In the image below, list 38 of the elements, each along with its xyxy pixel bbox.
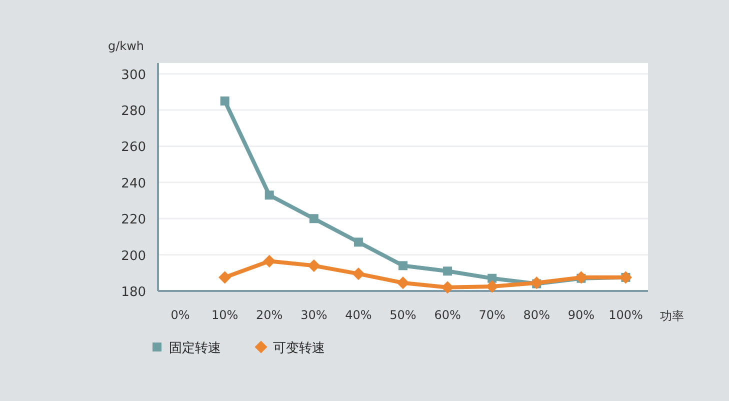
x-tick-label: 60% xyxy=(434,308,461,322)
x-tick-label: 30% xyxy=(300,308,328,322)
x-tick-label: 10% xyxy=(211,308,238,322)
point xyxy=(396,276,410,290)
x-tick-label: 20% xyxy=(256,308,283,322)
point xyxy=(486,280,498,293)
point xyxy=(530,276,543,290)
point xyxy=(308,259,320,272)
x-tick-label: 100% xyxy=(608,308,643,322)
x-axis-title: 功率 xyxy=(660,309,684,323)
point xyxy=(354,238,363,247)
y-tick-label: 240 xyxy=(121,176,146,192)
point xyxy=(309,214,318,224)
point xyxy=(441,281,454,294)
legend-label: 固定转速 xyxy=(169,341,221,356)
point xyxy=(220,96,230,106)
point xyxy=(218,271,232,284)
point xyxy=(443,266,452,276)
legend-label: 可变转速 xyxy=(273,341,325,356)
y-tick-label: 280 xyxy=(121,104,146,120)
point xyxy=(574,271,588,284)
y-tick-label: 200 xyxy=(121,248,146,264)
x-tick-label: 80% xyxy=(523,308,550,322)
y-tick-label: 300 xyxy=(121,68,146,83)
x-tick-label: 0% xyxy=(170,308,190,322)
y-tick-label: 180 xyxy=(121,285,146,300)
y-tick-label: 260 xyxy=(121,140,146,156)
y-tick-label: 220 xyxy=(121,212,146,228)
x-tick-label: 70% xyxy=(478,308,506,322)
point xyxy=(352,268,365,280)
point xyxy=(488,274,497,283)
x-tick-label: 40% xyxy=(345,308,372,322)
y-axis-title: g/kwh xyxy=(108,39,144,53)
point xyxy=(263,254,276,268)
x-tick-label: 90% xyxy=(568,308,595,322)
point xyxy=(398,261,408,270)
x-tick-label: 50% xyxy=(390,308,416,322)
point xyxy=(264,190,274,200)
